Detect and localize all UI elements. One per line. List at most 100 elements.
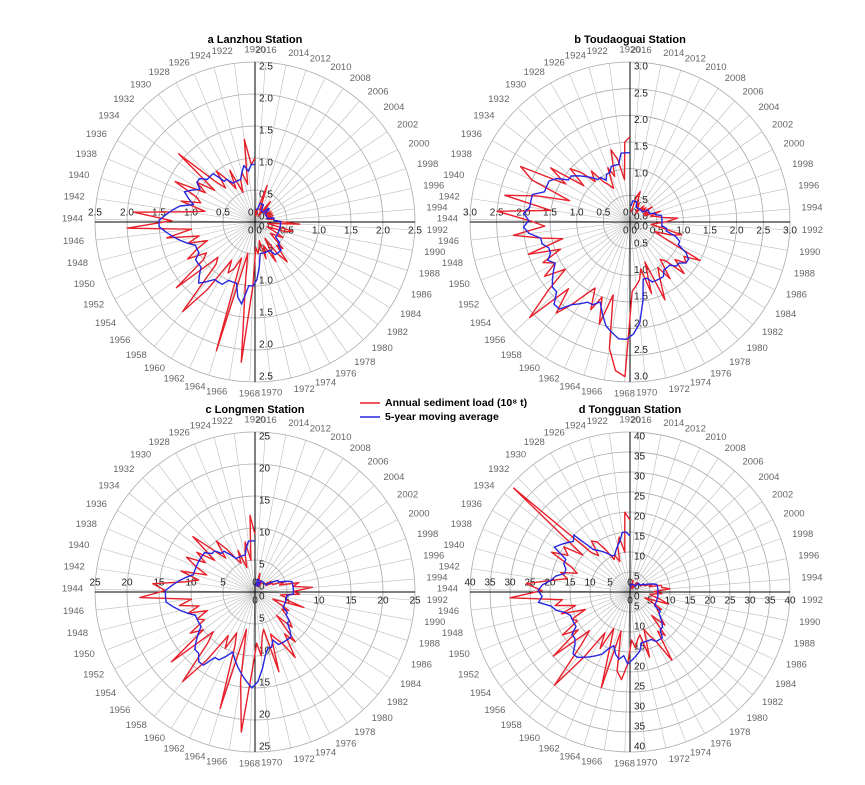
year-label: 2014 [288, 48, 309, 59]
year-label: 1950 [449, 649, 470, 660]
year-label: 1992 [802, 595, 823, 606]
grid-spoke [194, 73, 256, 223]
grid-spoke [629, 100, 735, 223]
grid-spoke [629, 78, 701, 223]
year-label: 1940 [68, 540, 89, 551]
year-label: 1928 [524, 437, 545, 448]
year-label: 1962 [539, 743, 560, 754]
r-tick-label: 10 [634, 552, 646, 563]
year-label: 1942 [64, 562, 85, 573]
grid-spoke [480, 221, 631, 281]
year-label: 1994 [426, 203, 447, 214]
year-label: 1968 [614, 758, 635, 769]
year-label: 1974 [315, 378, 336, 389]
year-label: 2006 [742, 86, 763, 97]
r-tick-label: 1.0 [184, 208, 198, 219]
year-label: 1936 [461, 499, 482, 510]
grid-spoke [629, 470, 735, 593]
r-tick-label: 0 [259, 582, 265, 593]
r-tick-label: 5 [259, 614, 265, 625]
year-label: 1956 [484, 705, 505, 716]
year-label: 1928 [524, 67, 545, 78]
year-label: 2000 [408, 509, 429, 520]
year-label: 1984 [400, 309, 421, 320]
grid-spoke [254, 221, 330, 364]
year-label: 1972 [669, 754, 690, 765]
grid-spoke [629, 221, 667, 378]
grid-spoke [175, 82, 256, 223]
r-tick-label: 1.5 [259, 126, 273, 137]
year-label: 1954 [95, 318, 116, 329]
grid-spoke [107, 158, 256, 223]
year-label: 1954 [470, 318, 491, 329]
year-label: 1976 [710, 739, 731, 750]
grid-spoke [529, 221, 631, 347]
grid-spoke [254, 591, 312, 743]
grid-spoke [629, 221, 783, 271]
year-label: 2002 [397, 490, 418, 501]
chart-title: c Longmen Station [206, 404, 305, 416]
grid-spoke [550, 82, 631, 223]
year-label: 2012 [310, 53, 331, 64]
year-label: 1946 [63, 236, 84, 247]
grid-spoke [629, 458, 719, 593]
r-tick-label: 1.0 [259, 158, 273, 169]
r-tick-label: 5 [284, 596, 290, 607]
legend-label: Annual sediment load (10⁸ t) [385, 397, 527, 409]
series-line [537, 531, 664, 665]
year-label: 1980 [747, 343, 768, 354]
grid-spoke [138, 221, 256, 333]
grid-spoke [95, 221, 256, 241]
r-tick-label: 0 [252, 578, 258, 589]
r-tick-label: 15 [634, 532, 646, 543]
r-tick-label: 10 [313, 596, 325, 607]
year-label: 1924 [190, 50, 211, 61]
year-label: 1922 [212, 46, 233, 57]
year-label: 1948 [67, 628, 88, 639]
r-tick-label: 0.5 [634, 238, 648, 249]
grid-spoke [629, 434, 662, 593]
year-label: 1984 [775, 679, 796, 690]
year-label: 1974 [690, 378, 711, 389]
year-label: 1998 [417, 529, 438, 540]
grid-spoke [234, 433, 256, 593]
year-label: 1968 [614, 388, 635, 399]
year-label: 1996 [798, 181, 819, 192]
year-label: 1990 [424, 617, 445, 628]
year-label: 1980 [372, 713, 393, 724]
year-label: 2000 [783, 509, 804, 520]
grid-spoke [254, 591, 408, 641]
year-label: 1946 [438, 236, 459, 247]
year-label: 2012 [310, 423, 331, 434]
year-label: 1940 [443, 170, 464, 181]
r-tick-label: 2.0 [376, 226, 390, 237]
grid-spoke [609, 63, 631, 223]
grid-spoke [194, 443, 256, 593]
year-label: 1952 [83, 299, 104, 310]
year-label: 1926 [169, 427, 190, 438]
year-label: 1944 [437, 584, 458, 595]
year-label: 1942 [64, 192, 85, 203]
grid-spoke [629, 440, 682, 593]
year-label: 1998 [792, 529, 813, 540]
r-tick-label: 0 [259, 592, 265, 603]
grid-spoke [629, 538, 781, 593]
year-label: 2014 [288, 418, 309, 429]
grid-spoke [503, 123, 631, 223]
r-tick-label: 10 [634, 622, 646, 633]
r-tick-label: 0.5 [216, 208, 230, 219]
grid-spoke [629, 64, 662, 223]
year-label: 1996 [423, 551, 444, 562]
year-label: 2002 [397, 120, 418, 131]
grid-spoke [128, 493, 256, 593]
year-label: 1948 [442, 258, 463, 269]
r-tick-label: 20 [634, 512, 646, 523]
year-label: 2004 [758, 102, 779, 113]
r-tick-label: 2.5 [490, 208, 504, 219]
r-tick-label: 10 [259, 528, 271, 539]
year-label: 1936 [461, 129, 482, 140]
r-tick-label: 25 [259, 432, 271, 443]
grid-spoke [107, 528, 256, 593]
year-label: 1986 [411, 659, 432, 670]
year-label: 1978 [354, 727, 375, 738]
